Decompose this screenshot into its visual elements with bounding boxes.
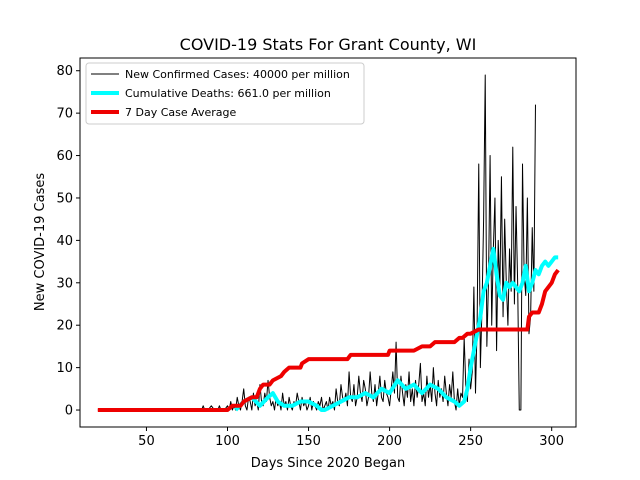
x-tick-label: 50 xyxy=(138,434,155,449)
y-tick-label: 30 xyxy=(56,276,73,291)
y-axis: 0 10 20 30 40 50 60 70 80 xyxy=(56,64,80,419)
y-tick-label: 10 xyxy=(56,361,73,376)
series-line-3 xyxy=(97,268,560,413)
x-tick-label: 300 xyxy=(539,434,564,449)
y-tick-label: 20 xyxy=(56,319,73,334)
legend-label: 7 Day Case Average xyxy=(125,106,237,119)
x-tick-label: 150 xyxy=(296,434,321,449)
y-tick-label: 40 xyxy=(56,234,73,249)
legend-label: New Confirmed Cases: 40000 per million xyxy=(125,68,350,81)
chart-title: COVID-19 Stats For Grant County, WI xyxy=(180,35,477,54)
x-tick-label: 200 xyxy=(377,434,402,449)
x-axis: 50 100 150 200 250 300 xyxy=(138,427,564,449)
x-axis-label: Days Since 2020 Began xyxy=(251,456,406,471)
legend-label: Cumulative Deaths: 661.0 per million xyxy=(125,87,331,100)
plot-frame xyxy=(79,57,577,428)
y-tick-label: 70 xyxy=(56,107,73,122)
y-tick-label: 0 xyxy=(65,404,73,419)
y-tick-label: 60 xyxy=(56,149,73,164)
plot-area xyxy=(79,57,577,428)
legend: New Confirmed Cases: 40000 per million Cu… xyxy=(85,62,365,125)
x-tick-label: 250 xyxy=(458,434,483,449)
series-line-2 xyxy=(234,246,559,413)
y-axis-label: New COVID-19 Cases xyxy=(33,173,48,311)
y-tick-label: 50 xyxy=(56,191,73,206)
legend-box xyxy=(85,62,365,125)
y-tick-label: 80 xyxy=(56,64,73,79)
x-tick-label: 100 xyxy=(215,434,240,449)
